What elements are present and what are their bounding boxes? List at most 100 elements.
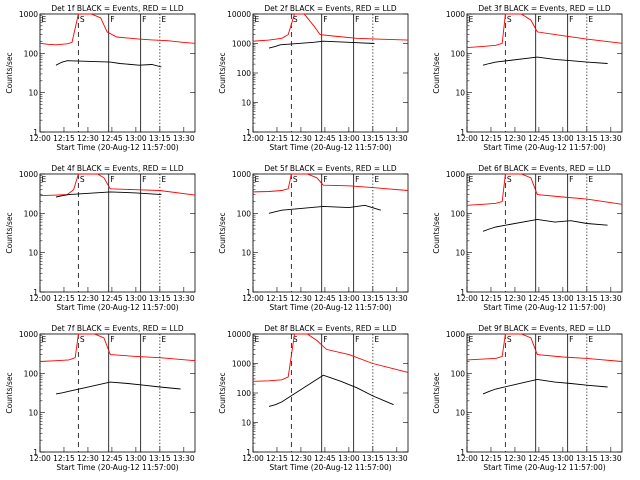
marker-label: F — [569, 335, 573, 344]
events-series-line — [55, 191, 162, 198]
x-tick-label: 12:00 — [242, 134, 264, 143]
marker-label: E — [374, 335, 379, 344]
marker-label: E — [588, 175, 593, 184]
marker-label: E — [255, 335, 260, 344]
marker-label: E — [255, 15, 260, 24]
marker-label: F — [142, 335, 146, 344]
lld-series-line — [39, 333, 196, 362]
x-tick-label: 13:30 — [386, 454, 408, 463]
x-axis-label: Start Time (20-Aug-12 11:57:00) — [269, 303, 391, 312]
chart-panel: Det 2f BLACK = Events, RED = LLD 1 10 100 10… — [218, 4, 409, 152]
marker-label: F — [537, 175, 541, 184]
x-tick-label: 12:00 — [456, 294, 478, 303]
marker-label: E — [469, 15, 474, 24]
marker-label: S — [80, 175, 85, 184]
marker-label: E — [42, 15, 47, 24]
y-axis-label: Counts/sec — [432, 52, 441, 93]
x-tick-label: 13:00 — [125, 454, 147, 463]
x-tick-label: 12:00 — [242, 454, 264, 463]
x-tick-label: 12:30 — [504, 454, 526, 463]
marker-label: F — [323, 335, 327, 344]
x-tick-label: 12:30 — [504, 134, 526, 143]
y-tick-label: 100 — [237, 209, 252, 218]
x-tick-label: 12:15 — [53, 454, 75, 463]
y-tick-label: 1 — [33, 448, 38, 457]
x-tick-label: 12:15 — [480, 134, 502, 143]
chart-panel: Det 5f BLACK = Events, RED = LLD 1 10 100 10… — [218, 164, 409, 312]
marker-label: F — [142, 15, 146, 24]
x-axis-label: Start Time (20-Aug-12 11:57:00) — [483, 303, 605, 312]
x-tick-label: 13:15 — [149, 134, 171, 143]
marker-label: E — [469, 175, 474, 184]
lld-series-line — [466, 333, 623, 362]
y-tick-label: 10 — [28, 249, 38, 258]
y-tick-label: 1000 — [446, 330, 465, 339]
x-tick-label: 13:15 — [149, 294, 171, 303]
x-tick-label: 13:30 — [600, 454, 622, 463]
y-tick-label: 100 — [451, 369, 466, 378]
marker-label: F — [537, 15, 541, 24]
chart-panel: Det 9f BLACK = Events, RED = LLD 1 10 100 10… — [432, 324, 623, 472]
chart-title: Det 6f BLACK = Events, RED = LLD — [478, 164, 611, 173]
marker-label: S — [507, 15, 512, 24]
chart-title: Det 5f BLACK = Events, RED = LLD — [264, 164, 397, 173]
x-tick-label: 13:15 — [576, 294, 598, 303]
marker-label: F — [323, 175, 327, 184]
lld-series-line — [252, 333, 409, 382]
x-tick-label: 12:45 — [314, 454, 336, 463]
x-axis-label: Start Time (20-Aug-12 11:57:00) — [483, 143, 605, 152]
x-tick-label: 12:30 — [77, 294, 99, 303]
plot-frame — [466, 173, 623, 293]
events-series-line — [55, 60, 162, 68]
events-series-line — [55, 381, 181, 395]
x-tick-label: 13:00 — [338, 134, 360, 143]
y-axis-label: Counts/sec — [218, 52, 227, 93]
y-tick-label: 10 — [241, 249, 251, 258]
y-tick-label: 100 — [451, 49, 466, 58]
marker-label: F — [110, 175, 114, 184]
x-tick-label: 12:45 — [101, 454, 123, 463]
y-tick-label: 1000 — [19, 10, 38, 19]
marker-label: E — [374, 175, 379, 184]
x-tick-label: 12:45 — [528, 134, 550, 143]
y-axis-label: Counts/sec — [218, 372, 227, 413]
x-tick-label: 13:15 — [149, 454, 171, 463]
marker-label: E — [161, 175, 166, 184]
x-axis-label: Start Time (20-Aug-12 11:57:00) — [269, 463, 391, 472]
x-axis-label: Start Time (20-Aug-12 11:57:00) — [56, 143, 178, 152]
x-tick-label: 12:00 — [29, 134, 51, 143]
marker-label: E — [255, 175, 260, 184]
plot-frame — [466, 333, 623, 453]
marker-label: E — [161, 15, 166, 24]
chart-title: Det 1f BLACK = Events, RED = LLD — [51, 4, 184, 13]
marker-label: E — [161, 335, 166, 344]
y-tick-label: 10000 — [227, 10, 251, 19]
chart-panel: Det 6f BLACK = Events, RED = LLD 1 10 100 10… — [432, 164, 623, 312]
marker-label: F — [110, 15, 114, 24]
lld-series-line — [466, 13, 623, 49]
x-tick-label: 12:45 — [101, 134, 123, 143]
events-series-line — [482, 56, 608, 66]
x-axis-label: Start Time (20-Aug-12 11:57:00) — [56, 303, 178, 312]
x-tick-label: 13:15 — [362, 294, 384, 303]
x-axis-label: Start Time (20-Aug-12 11:57:00) — [483, 463, 605, 472]
x-tick-label: 12:30 — [504, 294, 526, 303]
lld-series-line — [252, 13, 409, 42]
plot-frame — [466, 13, 623, 133]
chart-panel: Det 1f BLACK = Events, RED = LLD 1 10 100 10… — [5, 4, 196, 152]
x-tick-label: 12:15 — [53, 134, 75, 143]
y-tick-label: 10 — [455, 409, 465, 418]
x-tick-label: 12:30 — [77, 134, 99, 143]
chart-panel: Det 4f BLACK = Events, RED = LLD 1 10 100 10… — [5, 164, 196, 312]
chart-title: Det 3f BLACK = Events, RED = LLD — [478, 4, 611, 13]
x-tick-label: 12:45 — [528, 454, 550, 463]
y-tick-label: 1 — [33, 288, 38, 297]
y-tick-label: 10 — [455, 89, 465, 98]
marker-label: S — [507, 335, 512, 344]
x-tick-label: 13:00 — [338, 454, 360, 463]
marker-label: E — [42, 175, 47, 184]
y-axis-label: Counts/sec — [432, 372, 441, 413]
plot-frame — [39, 333, 196, 453]
x-tick-label: 13:30 — [173, 294, 195, 303]
